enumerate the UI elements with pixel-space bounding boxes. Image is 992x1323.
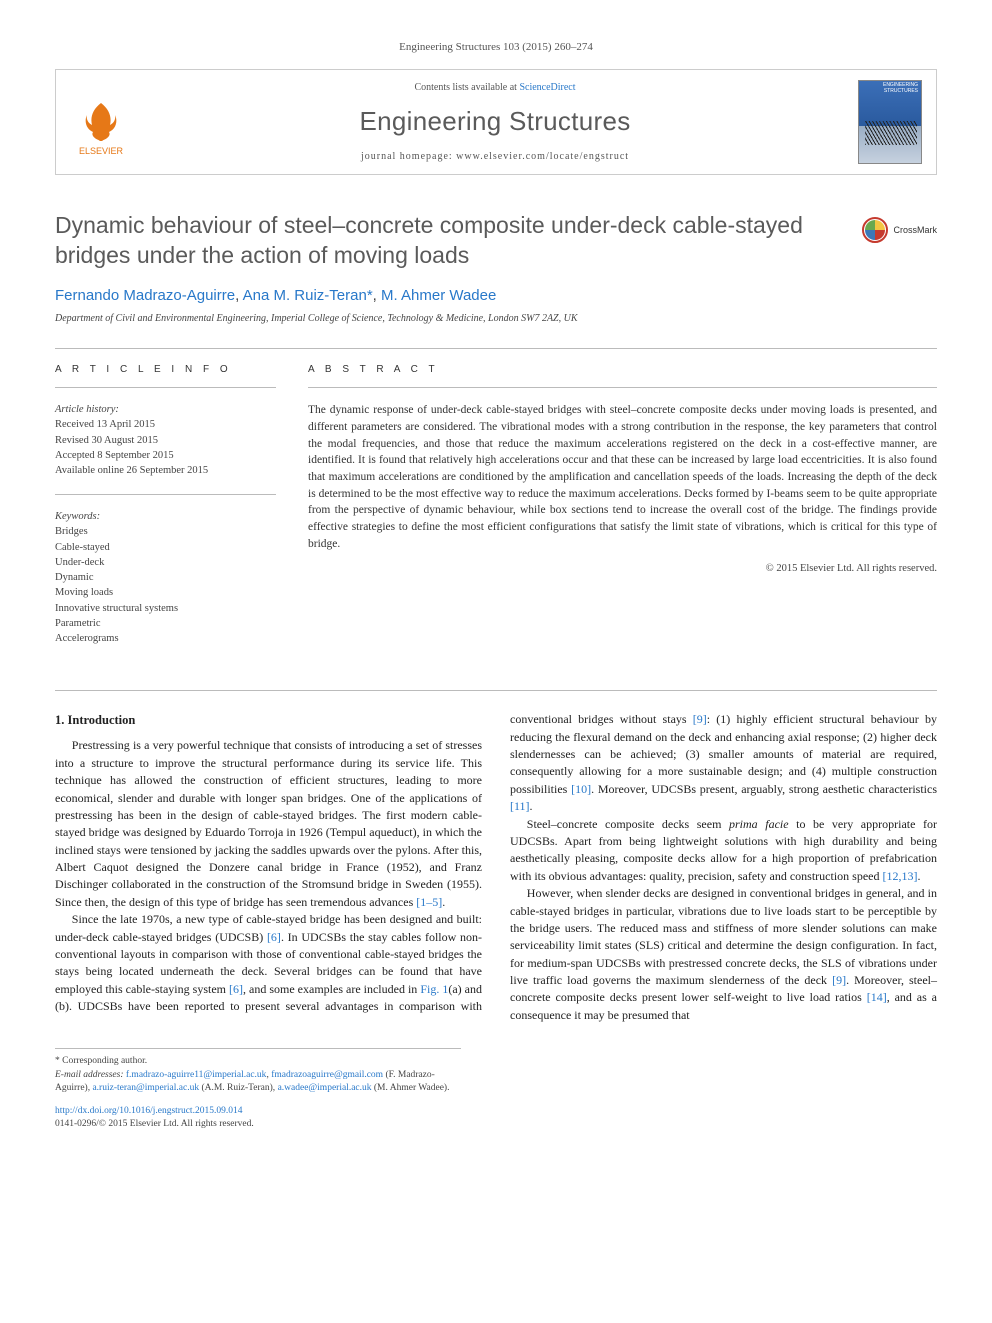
affiliation: Department of Civil and Environmental En… (55, 312, 937, 326)
author-3[interactable]: M. Ahmer Wadee (381, 287, 496, 304)
rule-info-2 (55, 494, 276, 495)
keyword: Under-deck (55, 555, 276, 570)
article-title: Dynamic behaviour of steel–concrete comp… (55, 211, 842, 271)
doi-block: http://dx.doi.org/10.1016/j.engstruct.20… (55, 1105, 937, 1132)
ref-link[interactable]: [11] (510, 799, 530, 813)
email-link[interactable]: fmadrazoaguirre@gmail.com (271, 1070, 383, 1080)
abstract-text: The dynamic response of under-deck cable… (308, 402, 937, 552)
corresponding-author-note: * Corresponding author. (55, 1055, 461, 1068)
abstract-heading: A B S T R A C T (308, 363, 937, 377)
rule-2 (55, 690, 937, 691)
ref-link[interactable]: [14] (867, 990, 887, 1004)
keyword: Cable-stayed (55, 540, 276, 555)
journal-cover-thumbnail[interactable]: ENGINEERING STRUCTURES (858, 80, 922, 164)
cover-image-icon (865, 121, 917, 145)
keywords-label: Keywords: (55, 509, 276, 524)
journal-header: ELSEVIER Contents lists available at Sci… (55, 69, 937, 175)
ref-link[interactable]: [9] (832, 973, 846, 987)
email-link[interactable]: f.madrazo-aguirre11@imperial.ac.uk (126, 1070, 267, 1080)
section-1-heading: 1. Introduction (55, 711, 482, 729)
article-history: Article history: Received 13 April 2015 … (55, 402, 276, 478)
keyword: Moving loads (55, 585, 276, 600)
elsevier-logo-label: ELSEVIER (79, 145, 123, 158)
elsevier-tree-icon (78, 99, 124, 145)
body-columns: 1. Introduction Prestressing is a very p… (55, 711, 937, 1024)
crossmark-label: CrossMark (893, 224, 937, 237)
page: Engineering Structures 103 (2015) 260–27… (0, 0, 992, 1172)
journal-reference: Engineering Structures 103 (2015) 260–27… (55, 40, 937, 55)
rule-abs (308, 387, 937, 388)
author-name-note: (A.M. Ruiz-Teran), (201, 1083, 275, 1093)
rule-1 (55, 348, 937, 349)
email-link[interactable]: a.ruiz-teran@imperial.ac.uk (92, 1083, 199, 1093)
footnotes: * Corresponding author. E-mail addresses… (55, 1048, 461, 1095)
para-4: However, when slender decks are designed… (510, 885, 937, 1024)
email-addresses: E-mail addresses: f.madrazo-aguirre11@im… (55, 1069, 461, 1096)
issn-copyright: 0141-0296/© 2015 Elsevier Ltd. All right… (55, 1118, 937, 1131)
homepage-line: journal homepage: www.elsevier.com/locat… (146, 150, 844, 164)
abstract: A B S T R A C T The dynamic response of … (308, 363, 937, 662)
contents-prefix: Contents lists available at (414, 82, 519, 93)
email-label: E-mail addresses: (55, 1070, 124, 1080)
ref-link[interactable]: [6] (229, 982, 243, 996)
abstract-copyright: © 2015 Elsevier Ltd. All rights reserved… (308, 562, 937, 577)
para-3: Steel–concrete composite decks seem prim… (510, 816, 937, 886)
keyword: Bridges (55, 524, 276, 539)
corresponding-mark: * (367, 287, 373, 304)
history-label: Article history: (55, 402, 276, 417)
authors: Fernando Madrazo-Aguirre, Ana M. Ruiz-Te… (55, 285, 937, 306)
doi-link[interactable]: http://dx.doi.org/10.1016/j.engstruct.20… (55, 1106, 242, 1116)
history-accepted: Accepted 8 September 2015 (55, 448, 276, 463)
ref-link[interactable]: [1–5] (416, 895, 442, 909)
rule-info-1 (55, 387, 276, 388)
info-abstract-row: A R T I C L E I N F O Article history: R… (55, 363, 937, 662)
keyword: Dynamic (55, 570, 276, 585)
history-online: Available online 26 September 2015 (55, 463, 276, 478)
author-name-note: (M. Ahmer Wadee). (374, 1083, 450, 1093)
history-received: Received 13 April 2015 (55, 417, 276, 432)
sciencedirect-link[interactable]: ScienceDirect (519, 82, 575, 93)
author-1[interactable]: Fernando Madrazo-Aguirre (55, 287, 235, 304)
figure-link[interactable]: Fig. 1 (420, 982, 448, 996)
article-info: A R T I C L E I N F O Article history: R… (55, 363, 276, 662)
header-center: Contents lists available at ScienceDirec… (146, 81, 844, 163)
journal-name: Engineering Structures (146, 103, 844, 139)
ref-link[interactable]: [6] (267, 930, 281, 944)
ref-link[interactable]: [9] (693, 712, 707, 726)
crossmark-icon (862, 217, 888, 243)
ref-link[interactable]: [12,13] (882, 869, 917, 883)
ref-link[interactable]: [10] (571, 782, 591, 796)
keyword: Innovative structural systems (55, 601, 276, 616)
para-1: Prestressing is a very powerful techniqu… (55, 737, 482, 911)
homepage-prefix: journal homepage: (361, 151, 456, 162)
email-link[interactable]: a.wadee@imperial.ac.uk (278, 1083, 372, 1093)
elsevier-logo[interactable]: ELSEVIER (70, 87, 132, 157)
contents-line: Contents lists available at ScienceDirec… (146, 81, 844, 95)
keyword: Accelerograms (55, 631, 276, 646)
author-2[interactable]: Ana M. Ruiz-Teran (243, 287, 367, 304)
homepage-url[interactable]: www.elsevier.com/locate/engstruct (456, 151, 629, 162)
article-info-heading: A R T I C L E I N F O (55, 363, 276, 377)
crossmark-badge[interactable]: CrossMark (862, 211, 937, 243)
history-revised: Revised 30 August 2015 (55, 433, 276, 448)
italic-phrase: prima facie (729, 817, 789, 831)
keyword: Parametric (55, 616, 276, 631)
cover-title: ENGINEERING STRUCTURES (883, 83, 918, 94)
title-row: Dynamic behaviour of steel–concrete comp… (55, 211, 937, 271)
keywords-block: Keywords: Bridges Cable-stayed Under-dec… (55, 509, 276, 646)
